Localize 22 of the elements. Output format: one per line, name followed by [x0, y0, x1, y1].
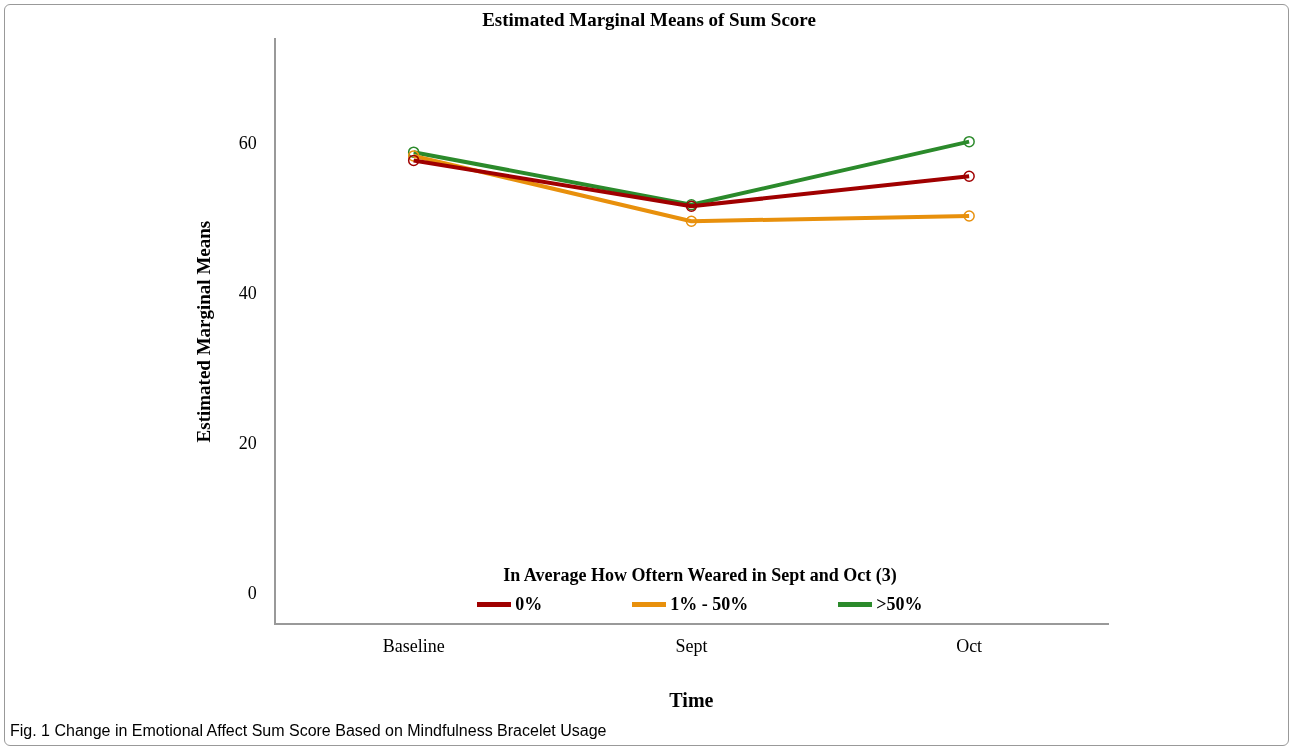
legend-label: 1% - 50% [670, 594, 749, 615]
legend-label: >50% [876, 594, 923, 615]
x-tick-label: Oct [956, 635, 983, 656]
y-tick-label: 60 [238, 132, 257, 153]
point [685, 215, 698, 227]
point [963, 170, 975, 182]
point [963, 135, 975, 148]
legend-label: 0% [515, 594, 543, 615]
legend-title: In Average How Oftern Weared in Sept and Oct (3) [502, 565, 898, 586]
point [407, 154, 420, 167]
caption: Fig. 1 Change in Emotional Affect Sum Score Based on Mindfulness Bracelet Usage [10, 722, 607, 740]
y-tick-label: 20 [238, 432, 257, 453]
point [407, 146, 420, 158]
y-axis-title: Estimated Marginal Means [193, 220, 215, 443]
y-tick-label: 40 [238, 282, 257, 303]
x-tick-label: Baseline [382, 635, 445, 656]
y-tick-label: 0 [247, 583, 257, 604]
point [963, 210, 975, 222]
x-tick-label: Sept [675, 635, 708, 656]
x-axis-title: Time [669, 689, 714, 712]
chart-title: Estimated Marginal Means of Sum Score [482, 9, 816, 31]
point [407, 150, 420, 162]
